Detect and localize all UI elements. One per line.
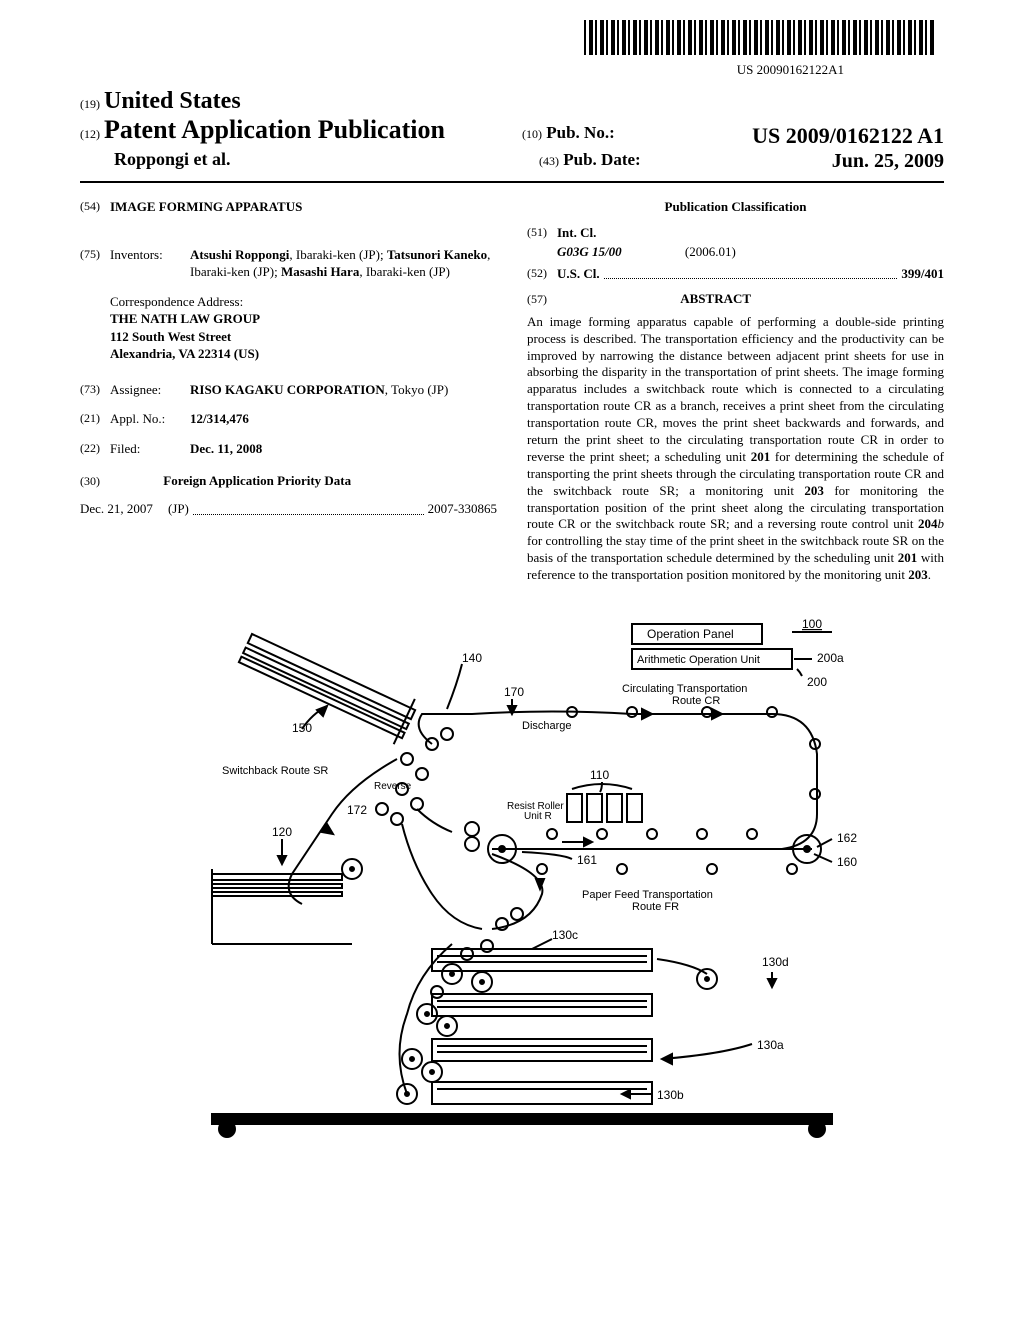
corr-label: Correspondence Address: [110, 293, 497, 311]
filed-label: Filed: [110, 440, 190, 458]
fig-ref-130c: 130c [552, 928, 578, 942]
code-75: (75) [80, 246, 110, 281]
uscl-value: 399/401 [901, 265, 944, 283]
fig-ref-162: 162 [837, 831, 857, 845]
fig-ref-130a: 130a [757, 1038, 784, 1052]
code-43: (43) [539, 154, 559, 168]
fig-ref-200: 200 [807, 675, 827, 689]
fig-ref-100: 100 [802, 617, 822, 631]
dots-2 [604, 265, 898, 280]
barcode-section: US 20090162122A1 [80, 20, 944, 78]
abstract-label: ABSTRACT [680, 291, 751, 306]
code-21: (21) [80, 410, 110, 428]
fig-ref-140: 140 [462, 651, 482, 665]
header: (19) United States (12) Patent Applicati… [80, 88, 944, 173]
code-10: (10) [522, 127, 542, 141]
fig-ref-150: 150 [292, 721, 312, 735]
invention-title: IMAGE FORMING APPARATUS [110, 198, 302, 216]
fig-arith-unit: Arithmetic Operation Unit [637, 654, 760, 666]
patent-page: US 20090162122A1 (19) United States (12)… [0, 0, 1024, 1189]
fig-ref-120: 120 [272, 825, 292, 839]
fig-ref-130b: 130b [657, 1088, 684, 1102]
code-12: (12) [80, 127, 100, 141]
fig-paper-feed-1: Paper Feed Transportation [582, 889, 713, 901]
divider [80, 181, 944, 183]
intcl-year: (2006.01) [685, 244, 736, 259]
code-54: (54) [80, 198, 110, 234]
assignee-label: Assignee: [110, 381, 190, 399]
barcode-text: US 20090162122A1 [80, 62, 844, 78]
foreign-header: Foreign Application Priority Data [163, 473, 351, 488]
authors-line: Roppongi et al. [114, 149, 231, 169]
corr-addr1: 112 South West Street [110, 328, 497, 346]
figure-container: 100 Operation Panel Arithmetic Operation… [80, 614, 944, 1149]
fig-ref-200a: 200a [817, 651, 844, 665]
classification-header: Publication Classification [527, 198, 944, 216]
intcl-code: G03G 15/00 [557, 244, 622, 259]
foreign-no: 2007-330865 [428, 500, 497, 518]
country: United States [104, 88, 241, 114]
corr-name: THE NATH LAW GROUP [110, 310, 497, 328]
appl-no: 12/314,476 [190, 410, 497, 428]
fig-resist-2: Unit R [524, 811, 552, 822]
intcl-label: Int. Cl. [557, 224, 596, 242]
corr-addr2: Alexandria, VA 22314 (US) [110, 345, 497, 363]
left-column: (54) IMAGE FORMING APPARATUS (75) Invent… [80, 198, 497, 584]
body-columns: (54) IMAGE FORMING APPARATUS (75) Invent… [80, 198, 944, 584]
barcode-graphic [584, 20, 934, 55]
pub-no: US 2009/0162122 A1 [752, 123, 944, 149]
code-57: (57) [527, 291, 557, 307]
fig-ref-160: 160 [837, 855, 857, 869]
fig-ref-170: 170 [504, 685, 524, 699]
inventors-value: Atsushi Roppongi, Ibaraki-ken (JP); Tats… [190, 246, 497, 281]
code-52: (52) [527, 265, 557, 283]
assignee-value: RISO KAGAKU CORPORATION, Tokyo (JP) [190, 381, 497, 399]
fig-circ-route-2: Route CR [672, 695, 720, 707]
pub-no-label: Pub. No.: [546, 123, 614, 142]
fig-ref-161: 161 [577, 853, 597, 867]
code-22: (22) [80, 440, 110, 458]
fig-reverse: Reverse [374, 781, 412, 792]
pub-date: Jun. 25, 2009 [832, 150, 944, 173]
code-73: (73) [80, 381, 110, 399]
code-51: (51) [527, 224, 557, 242]
fig-op-panel: Operation Panel [647, 627, 734, 641]
code-19: (19) [80, 97, 100, 111]
fig-paper-feed-2: Route FR [632, 901, 679, 913]
fig-ref-172: 172 [347, 803, 367, 817]
correspondence-block: Correspondence Address: THE NATH LAW GRO… [110, 293, 497, 363]
filed-date: Dec. 11, 2008 [190, 440, 497, 458]
fig-switchback: Switchback Route SR [222, 765, 328, 777]
fig-circ-route-1: Circulating Transportation [622, 683, 747, 695]
fig-ref-130d: 130d [762, 955, 789, 969]
pub-date-label: Pub. Date: [563, 150, 640, 169]
abstract-text: An image forming apparatus capable of pe… [527, 314, 944, 584]
dots-1 [193, 500, 424, 515]
uscl-label: U.S. Cl. [557, 265, 600, 283]
fig-discharge: Discharge [522, 720, 572, 732]
fig-ref-110: 110 [590, 768, 609, 782]
inventors-label: Inventors: [110, 246, 190, 281]
right-column: Publication Classification (51) Int. Cl.… [527, 198, 944, 584]
appl-label: Appl. No.: [110, 410, 190, 428]
code-30: (30) [80, 473, 110, 489]
pub-type: Patent Application Publication [104, 115, 445, 144]
foreign-date: Dec. 21, 2007 [80, 500, 153, 518]
foreign-country: (JP) [168, 500, 189, 518]
figure-svg: 100 Operation Panel Arithmetic Operation… [152, 614, 872, 1144]
